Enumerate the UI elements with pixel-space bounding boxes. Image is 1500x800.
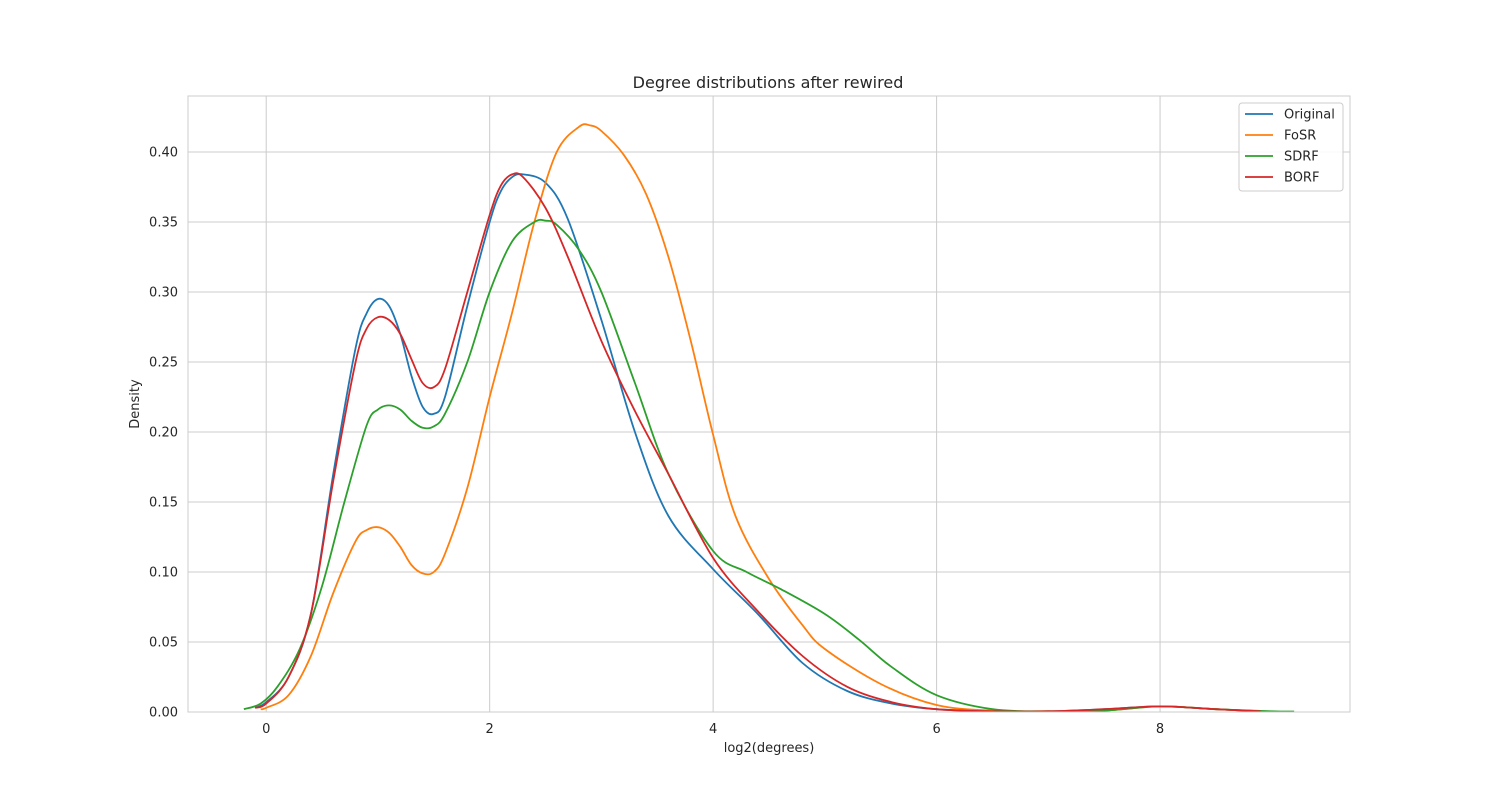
- plot-background: [188, 96, 1350, 712]
- y-tick-label: 0.30: [149, 286, 178, 301]
- x-tick-label: 8: [1156, 722, 1164, 737]
- series-line-sdrf: [243, 218, 1295, 713]
- y-tick-label: 0.15: [149, 496, 178, 511]
- y-tick-label: 0.25: [149, 356, 178, 371]
- legend-label-sdrf: SDRF: [1284, 150, 1319, 165]
- chart-title: Degree distributions after rewired: [633, 73, 904, 92]
- series-lines: [243, 123, 1295, 713]
- y-tick-label: 0.10: [149, 566, 178, 581]
- x-axis-label: log2(degrees): [724, 741, 815, 756]
- x-tick-label: 6: [932, 722, 940, 737]
- legend-label-fosr: FoSR: [1284, 129, 1316, 144]
- y-axis-label: Density: [128, 379, 143, 429]
- plot-frame: [187, 95, 1351, 713]
- grid-lines: [188, 96, 1350, 713]
- x-axis-ticks: 0 2 4 6 8: [262, 722, 1164, 737]
- series-line-borf: [254, 172, 1261, 713]
- legend-box: [1238, 102, 1344, 192]
- x-tick-label: 4: [709, 722, 717, 737]
- y-tick-label: 0.40: [149, 146, 178, 161]
- plot-area: [187, 95, 1351, 713]
- legend-label-original: Original: [1284, 108, 1335, 123]
- series-line-fosr: [260, 123, 1261, 713]
- x-tick-label: 0: [262, 722, 270, 737]
- y-tick-label: 0.35: [149, 216, 178, 231]
- y-tick-label: 0.05: [149, 636, 178, 651]
- y-tick-label: 0.00: [149, 706, 178, 721]
- legend-label-borf: BORF: [1284, 171, 1319, 186]
- legend: Original FoSR SDRF BORF: [1238, 102, 1344, 192]
- x-tick-label: 2: [486, 722, 494, 737]
- y-axis-ticks: 0.00 0.05 0.10 0.15 0.20 0.25 0.30 0.35 0.40: [149, 146, 178, 721]
- y-tick-label: 0.20: [149, 426, 178, 441]
